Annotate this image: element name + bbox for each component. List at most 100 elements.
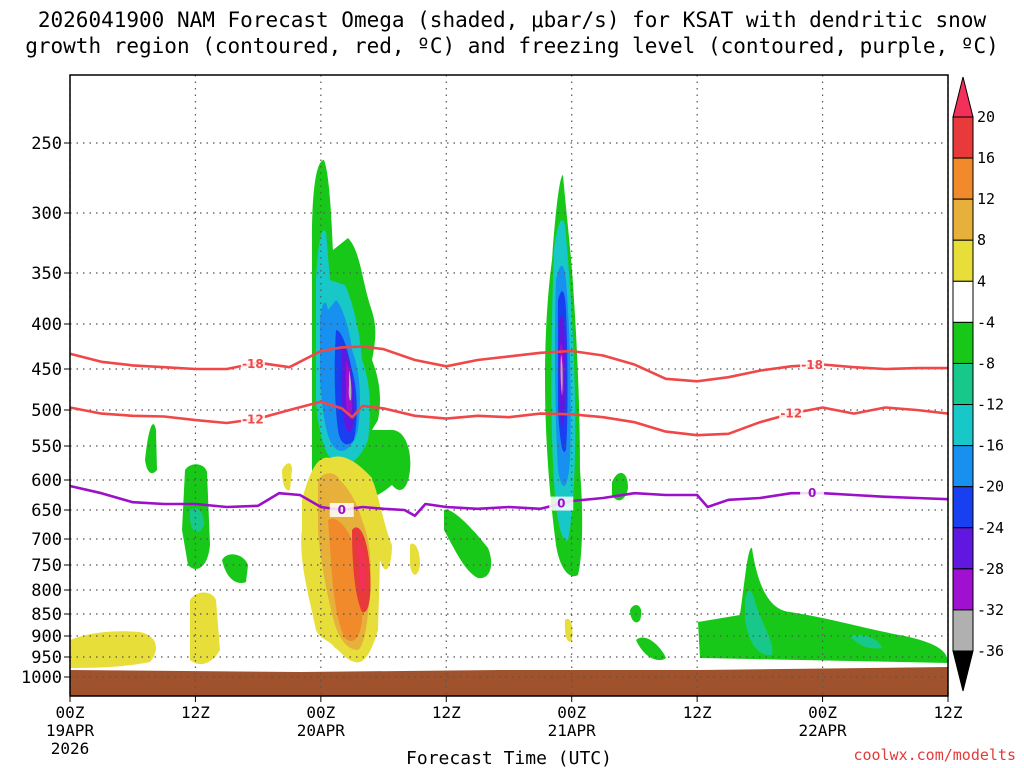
x-tick-label: 12Z (181, 703, 210, 722)
chart-title-line-1: 2026041900 NAM Forecast Omega (shaded, μ… (38, 8, 987, 32)
colorbar-label: -4 (977, 313, 995, 331)
y-tick-label: 500 (31, 401, 62, 421)
contour-line (69, 400, 949, 437)
colorbar-box (952, 321, 974, 364)
y-tick-label: 650 (31, 501, 62, 521)
colorbar-label: -20 (977, 478, 1004, 496)
x-tick-label: 00Z (56, 703, 85, 722)
omega-down-pink (358, 540, 366, 593)
omega-patch-yellow (282, 463, 292, 491)
contour-label: -12 (780, 407, 802, 421)
y-tick-label: 300 (31, 204, 62, 224)
y-tick-label: 350 (31, 264, 62, 284)
colorbar-box (952, 527, 974, 570)
colorbar-box (952, 404, 974, 447)
contour-label: 0 (808, 486, 816, 500)
contour-line (69, 345, 948, 383)
contour-line (69, 484, 949, 518)
colorbar-box (952, 568, 974, 611)
colorbar-label: -28 (977, 560, 1004, 578)
contour-label-bg (779, 406, 804, 421)
colorbar-label: 4 (977, 272, 986, 290)
colorbar-box (952, 116, 974, 159)
omega-patch-teal (190, 508, 204, 532)
x-tick-label: 12Z (934, 703, 963, 722)
x-axis-label: Forecast Time (UTC) (406, 748, 612, 768)
omega-patch-teal (850, 634, 882, 649)
ground-surface (70, 667, 948, 696)
colorbar-box (952, 445, 974, 488)
colorbar-label: 12 (977, 190, 995, 208)
contour-label: -18 (801, 358, 823, 372)
contour-label: -12 (242, 412, 264, 426)
y-axis: 2503003504004505005506006507007508008509… (21, 134, 70, 688)
omega-shading (70, 160, 948, 668)
x-tick-label: 12Z (432, 703, 461, 722)
omega-patch-green (444, 509, 492, 579)
colorbar: 20 16 12 8 4 -4 -8 -12 -16 -20 -24 -28 -32 -36 (952, 76, 1004, 692)
colorbar-label: -36 (977, 642, 1004, 660)
colorbar-box (952, 609, 974, 652)
colorbar-bottom-triangle (952, 650, 974, 692)
x-tick-year: 2026 (51, 739, 90, 758)
y-tick-label: 400 (31, 315, 62, 335)
y-tick-label: 250 (31, 134, 62, 154)
colorbar-box (952, 362, 974, 406)
contour-lines: -18 -18 -12 -12 0 0 0 (69, 345, 949, 518)
omega-patch-green (698, 547, 948, 663)
y-tick-label: 700 (31, 530, 62, 550)
y-tick-label: 1000 (21, 668, 62, 688)
colorbar-box (952, 239, 974, 282)
x-tick-date: 19APR (46, 721, 95, 740)
omega-plume-gray (348, 370, 352, 401)
x-tick-label: 00Z (306, 703, 335, 722)
omega-patch-teal (745, 590, 773, 656)
contour-label-bg (240, 412, 265, 427)
colorbar-box (952, 486, 974, 529)
plot-frame (69, 74, 949, 697)
omega-patch-green (372, 462, 389, 491)
contour-label: 0 (338, 503, 346, 517)
colorbar-box (952, 280, 974, 323)
x-tick-label: 00Z (557, 703, 586, 722)
omega-patch-green (636, 637, 666, 661)
colorbar-box (952, 157, 974, 200)
colorbar-label: -32 (977, 601, 1004, 619)
y-tick-label: 950 (31, 648, 62, 668)
colorbar-top-triangle (952, 76, 974, 118)
y-tick-label: 850 (31, 605, 62, 625)
y-tick-label: 550 (31, 437, 62, 457)
omega-patch-green (222, 554, 248, 584)
credit-link[interactable]: coolwx.com/modelts (853, 746, 1016, 764)
x-tick-date: 20APR (297, 721, 346, 740)
y-tick-label: 450 (31, 360, 62, 380)
omega-patch-yellow (410, 543, 420, 575)
contour-label: -18 (242, 357, 264, 371)
omega-patch-yellow (70, 631, 156, 668)
colorbar-label: 16 (977, 149, 995, 167)
contour-label-bg (549, 496, 574, 511)
chart-title-line-2: growth region (contoured, red, ºC) and f… (25, 34, 999, 58)
omega-plume2-gray (560, 355, 563, 395)
x-tick-date: 22APR (798, 721, 847, 740)
x-tick-date: 21APR (548, 721, 597, 740)
colorbar-label: -16 (977, 437, 1004, 455)
colorbar-label: -24 (977, 519, 1004, 537)
colorbar-label: 20 (977, 108, 995, 126)
x-tick-label: 00Z (808, 703, 837, 722)
contour-label-bg (240, 356, 265, 371)
contour-label-bg (800, 358, 825, 373)
y-tick-label: 900 (31, 627, 62, 647)
x-tick-label: 12Z (683, 703, 712, 722)
colorbar-box (952, 198, 974, 241)
y-tick-label: 600 (31, 471, 62, 491)
y-tick-label: 750 (31, 556, 62, 576)
y-tick-label: 800 (31, 581, 62, 601)
omega-patch-green (145, 424, 157, 474)
contour-label-bg (329, 503, 354, 517)
omega-patch-yellow (190, 592, 220, 665)
contour-label: 0 (557, 497, 565, 511)
contour-label-bg (800, 486, 825, 501)
